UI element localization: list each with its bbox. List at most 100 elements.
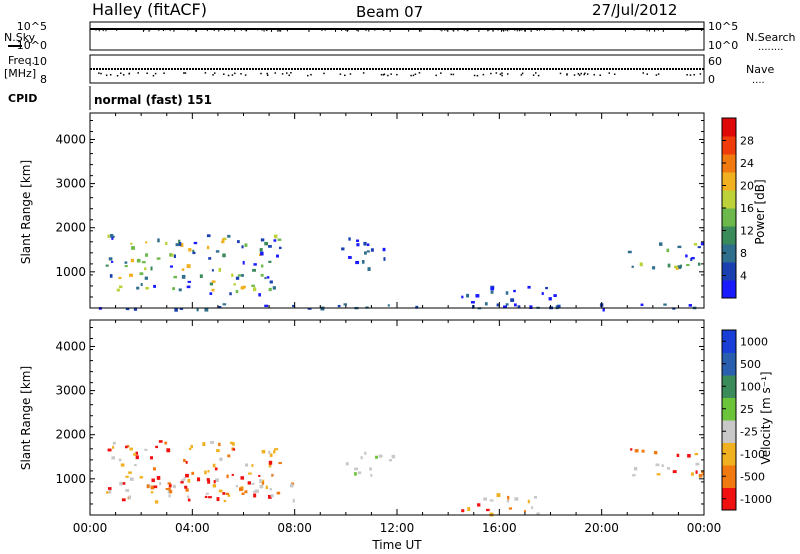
echo-cell xyxy=(134,464,137,467)
echo-cell xyxy=(639,262,643,267)
echo-cell xyxy=(118,276,122,280)
nave-point xyxy=(339,73,342,75)
colorbar-segment xyxy=(722,208,736,227)
nave-point xyxy=(699,73,702,75)
nave-point xyxy=(580,72,582,75)
echo-cell xyxy=(253,493,257,498)
echo-cell xyxy=(199,274,203,278)
echo-cell xyxy=(196,307,199,312)
colorbar-segment xyxy=(722,330,736,353)
echo-cell xyxy=(221,238,225,242)
noise-point xyxy=(452,29,454,31)
echo-cell xyxy=(172,287,176,291)
echo-cell xyxy=(159,482,162,486)
echo-cell xyxy=(356,239,360,242)
echo-cell xyxy=(548,297,552,301)
echo-cell xyxy=(128,471,132,474)
echo-cell xyxy=(244,490,248,494)
echo-cell xyxy=(156,257,161,260)
noise-point xyxy=(224,29,226,31)
echo-cell xyxy=(527,499,530,504)
echo-cell xyxy=(112,445,115,449)
echo-cell xyxy=(192,249,195,253)
echo-cell xyxy=(125,475,129,478)
echo-cell xyxy=(517,305,521,308)
echo-cell xyxy=(237,274,242,277)
noise-point xyxy=(365,29,367,32)
noise-point xyxy=(502,29,504,31)
echo-cell xyxy=(215,250,220,253)
noise-point xyxy=(301,29,303,31)
nave-point xyxy=(227,74,230,77)
noise-point xyxy=(463,29,465,31)
echo-cell xyxy=(154,500,159,504)
noise-point xyxy=(383,29,385,31)
noise-point xyxy=(354,29,356,31)
echo-cell xyxy=(120,463,125,467)
echo-cell xyxy=(510,298,515,302)
nave-point xyxy=(452,73,455,76)
echo-cell xyxy=(109,233,114,238)
nave-point xyxy=(244,74,247,76)
echo-cell xyxy=(656,473,661,476)
noise-point xyxy=(592,29,594,31)
echo-cell xyxy=(545,286,549,290)
echo-cell xyxy=(557,304,561,309)
nave-point xyxy=(593,73,595,76)
echo-cell xyxy=(185,460,188,464)
noise-point xyxy=(408,29,410,32)
nave-label: Nave xyxy=(746,63,774,76)
noise-point xyxy=(499,29,501,31)
echo-cell xyxy=(151,478,155,483)
echo-cell xyxy=(248,472,252,475)
echo-cell xyxy=(209,292,213,295)
colorbar-tick-label: 8 xyxy=(740,247,747,260)
time-axis-ticks: 00:00 04:00 08:00 12:00 16:00 20:00 00:00 xyxy=(73,113,721,535)
echo-cell xyxy=(632,474,636,477)
noise-point xyxy=(505,29,507,31)
echo-cell xyxy=(184,485,188,489)
noise-point xyxy=(148,29,150,32)
echo-cell xyxy=(108,257,113,261)
echo-cell xyxy=(655,463,660,467)
echo-cell xyxy=(266,276,270,279)
nave-point xyxy=(122,74,125,76)
colorbar-segment xyxy=(722,280,736,299)
nave-point xyxy=(532,74,535,76)
noise-point xyxy=(439,29,441,31)
nave-point xyxy=(288,74,290,77)
power-yticks: 1000 2000 3000 4000 xyxy=(55,120,704,309)
colorbar-segment xyxy=(722,244,736,263)
noise-point xyxy=(507,29,509,32)
nave-point xyxy=(657,73,660,75)
echo-cell xyxy=(231,447,235,451)
echo-cell xyxy=(672,307,676,310)
echo-cell xyxy=(361,260,365,264)
colorbar-segment xyxy=(722,172,736,191)
noise-point xyxy=(206,29,208,32)
nave-point xyxy=(212,74,214,76)
echo-cell xyxy=(677,245,682,249)
echo-cell xyxy=(139,272,144,276)
echo-cell xyxy=(472,305,475,309)
freq-trace xyxy=(90,68,704,77)
echo-cell xyxy=(354,472,357,476)
nave-point xyxy=(473,74,476,77)
echo-cell xyxy=(467,507,471,511)
echo-cell xyxy=(156,476,161,480)
echo-cell xyxy=(221,241,225,244)
echo-cell xyxy=(227,454,231,458)
echo-cell xyxy=(133,307,138,311)
echo-cell xyxy=(686,264,690,267)
noise-point xyxy=(544,29,546,31)
echo-cell xyxy=(514,303,517,307)
echo-cell xyxy=(153,485,158,489)
echo-cell xyxy=(242,285,246,289)
echo-cell xyxy=(602,307,605,312)
echo-cell xyxy=(356,243,360,247)
nave-point xyxy=(390,73,392,75)
echo-cell xyxy=(222,237,227,241)
echo-cell xyxy=(187,280,192,283)
echo-cell xyxy=(666,248,670,253)
echo-cell xyxy=(267,494,272,499)
